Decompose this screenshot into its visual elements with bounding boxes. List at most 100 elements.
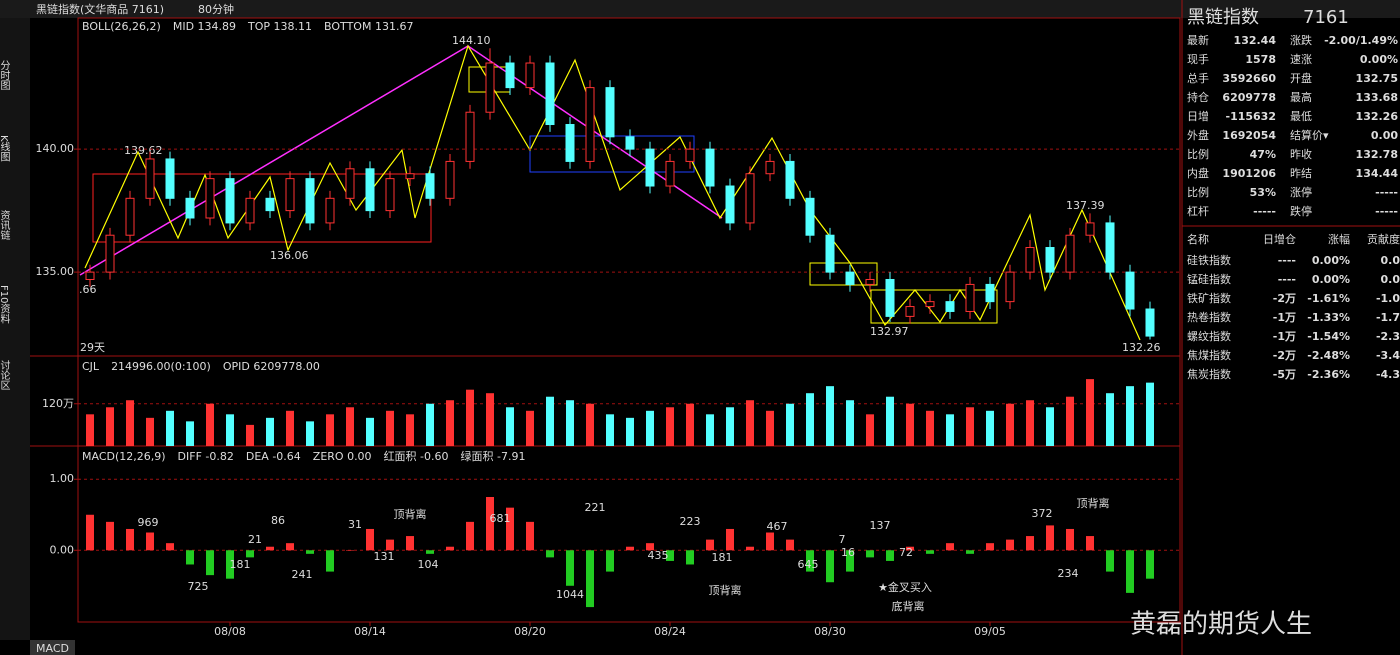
candle-body (125, 197, 135, 236)
table-cell: 硅铁指数 (1187, 253, 1231, 267)
candle-body (625, 136, 635, 150)
y-tick-label: 1.00 (50, 472, 75, 485)
bar (746, 400, 754, 446)
annotation: 104 (418, 558, 439, 571)
bar (566, 550, 574, 586)
table-cell: -2.3 (1376, 330, 1400, 343)
annotation: 681 (490, 512, 511, 525)
annotation: 16 (841, 546, 855, 559)
x-tick-label: 08/08 (214, 625, 246, 638)
bar (806, 550, 814, 572)
bar (946, 414, 954, 446)
quote-label: 现手 (1187, 52, 1209, 66)
candle-body (265, 197, 275, 212)
bar (726, 407, 734, 446)
annotation: 21 (248, 533, 262, 546)
candle-body (765, 160, 775, 175)
bar (386, 539, 394, 551)
legend-entry: 214996.00(0:100) (111, 360, 211, 373)
candle-body (1125, 271, 1135, 310)
quote-value: 47% (1250, 148, 1276, 161)
bar (646, 410, 654, 446)
side-tab[interactable]: 资讯链 (0, 210, 10, 240)
quote-label: 涨停 (1290, 185, 1312, 199)
bar (486, 497, 494, 551)
candle-body (785, 160, 795, 199)
top-bar (0, 0, 1400, 18)
bar (786, 403, 794, 446)
table-cell: -2.36% (1307, 368, 1350, 381)
x-tick-label: 08/24 (654, 625, 686, 638)
bar (846, 550, 854, 572)
annotation: 645 (798, 558, 819, 571)
annotation: 131 (374, 550, 395, 563)
bar (546, 396, 554, 446)
side-tab[interactable]: F10资料 (0, 285, 10, 324)
side-tab[interactable]: 分时图 (0, 60, 10, 91)
quote-label: 内盘 (1187, 166, 1209, 180)
table-cell: 锰硅指数 (1187, 272, 1231, 286)
quote-label: 最低 (1290, 110, 1312, 123)
table-cell: -1.7 (1376, 311, 1400, 324)
bar (726, 528, 734, 551)
side-tab[interactable]: K线图 (0, 135, 10, 162)
bar (526, 410, 534, 446)
side-tab[interactable]: 讨论区 (0, 360, 10, 390)
legend-entry: TOP 138.11 (247, 20, 312, 33)
candle-body (805, 197, 815, 236)
bar (106, 521, 114, 551)
quote-label: 涨跌 (1290, 33, 1312, 47)
bar (666, 550, 674, 561)
annotation: 181 (712, 551, 733, 564)
bar (1026, 536, 1034, 551)
annotation: 132.26 (1122, 341, 1161, 354)
bar (406, 414, 414, 446)
bar (966, 407, 974, 446)
annotation: 372 (1032, 507, 1053, 520)
bar (826, 550, 834, 583)
bottom-tab[interactable]: MACD (36, 642, 69, 655)
bar (1046, 407, 1054, 446)
quote-value: 132.44 (1234, 34, 1277, 47)
legend-entry: 绿面积 -7.91 (461, 449, 526, 463)
quote-label: 最高 (1290, 90, 1312, 104)
bar (226, 414, 234, 446)
annotation: 31 (348, 518, 362, 531)
period-selector[interactable]: 80分钟 (198, 2, 234, 16)
bar (466, 389, 474, 446)
candle-body (705, 148, 715, 187)
bar (1086, 379, 1094, 446)
annotation: 969 (138, 516, 159, 529)
bar (166, 410, 174, 446)
quote-label: 最新 (1187, 33, 1209, 47)
bar (586, 550, 594, 608)
table-header: 贡献度 (1367, 232, 1400, 246)
candle-body (225, 178, 235, 224)
bar (766, 410, 774, 446)
candle-body (405, 173, 415, 180)
bar (906, 403, 914, 446)
bar (1106, 550, 1114, 572)
bar (346, 407, 354, 446)
x-tick-label: 08/14 (354, 625, 386, 638)
bar (986, 543, 994, 551)
bar (126, 528, 134, 551)
bar (446, 400, 454, 446)
legend-entry: OPID 6209778.00 (223, 360, 320, 373)
bar (426, 550, 434, 554)
bar (706, 539, 714, 551)
bar (1106, 393, 1114, 446)
candle-body (525, 62, 535, 89)
bar (706, 414, 714, 446)
table-cell: 热卷指数 (1187, 310, 1231, 324)
bar (786, 539, 794, 551)
annotation: 234 (1058, 567, 1079, 580)
annotation: 72 (899, 546, 913, 559)
bar (346, 550, 354, 551)
quote-label: 跌停 (1290, 204, 1312, 218)
quote-label: 比例 (1187, 147, 1209, 161)
bar (386, 410, 394, 446)
bar (286, 543, 294, 551)
bar (866, 414, 874, 446)
